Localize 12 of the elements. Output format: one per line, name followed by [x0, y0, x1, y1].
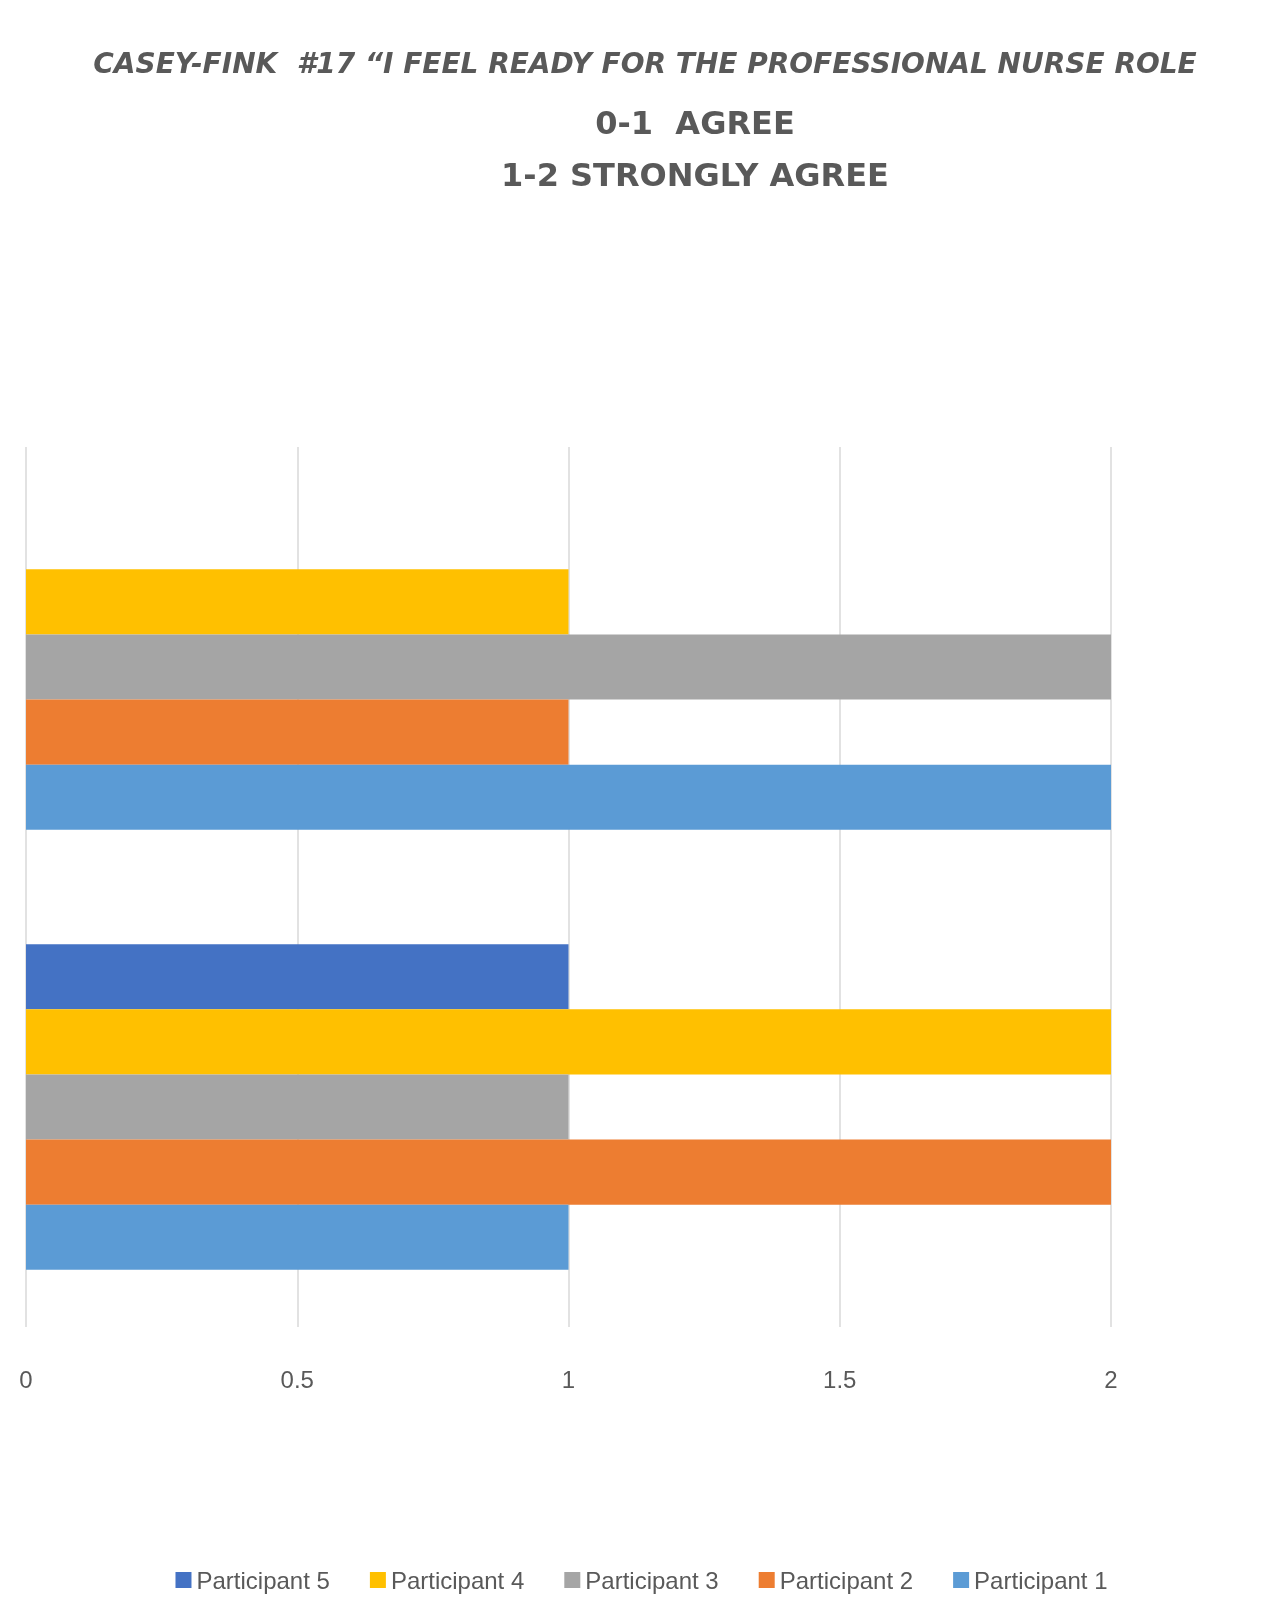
chart-title: CASEY-FINK #17 “I FEEL READY FOR THE PROFESSIONAL NURSE ROLE [93, 46, 1197, 80]
x-tick-label: 1 [561, 1365, 576, 1393]
chart-subtitle: 0-1 AGREE 1-2 STRONGLY AGREE [501, 104, 889, 194]
legend-label: Participant 1 [974, 1566, 1108, 1594]
legend-label: Participant 2 [779, 1566, 914, 1594]
x-tick-label: 0.5 [280, 1365, 314, 1393]
x-tick-label: 2 [1104, 1365, 1118, 1393]
legend-label: Participant 5 [196, 1566, 330, 1594]
legend-label: Participant 3 [585, 1566, 719, 1594]
x-tick-label: 0 [19, 1365, 33, 1393]
legend-label: Participant 4 [390, 1566, 525, 1594]
x-tick-label: 1.5 [823, 1365, 857, 1393]
